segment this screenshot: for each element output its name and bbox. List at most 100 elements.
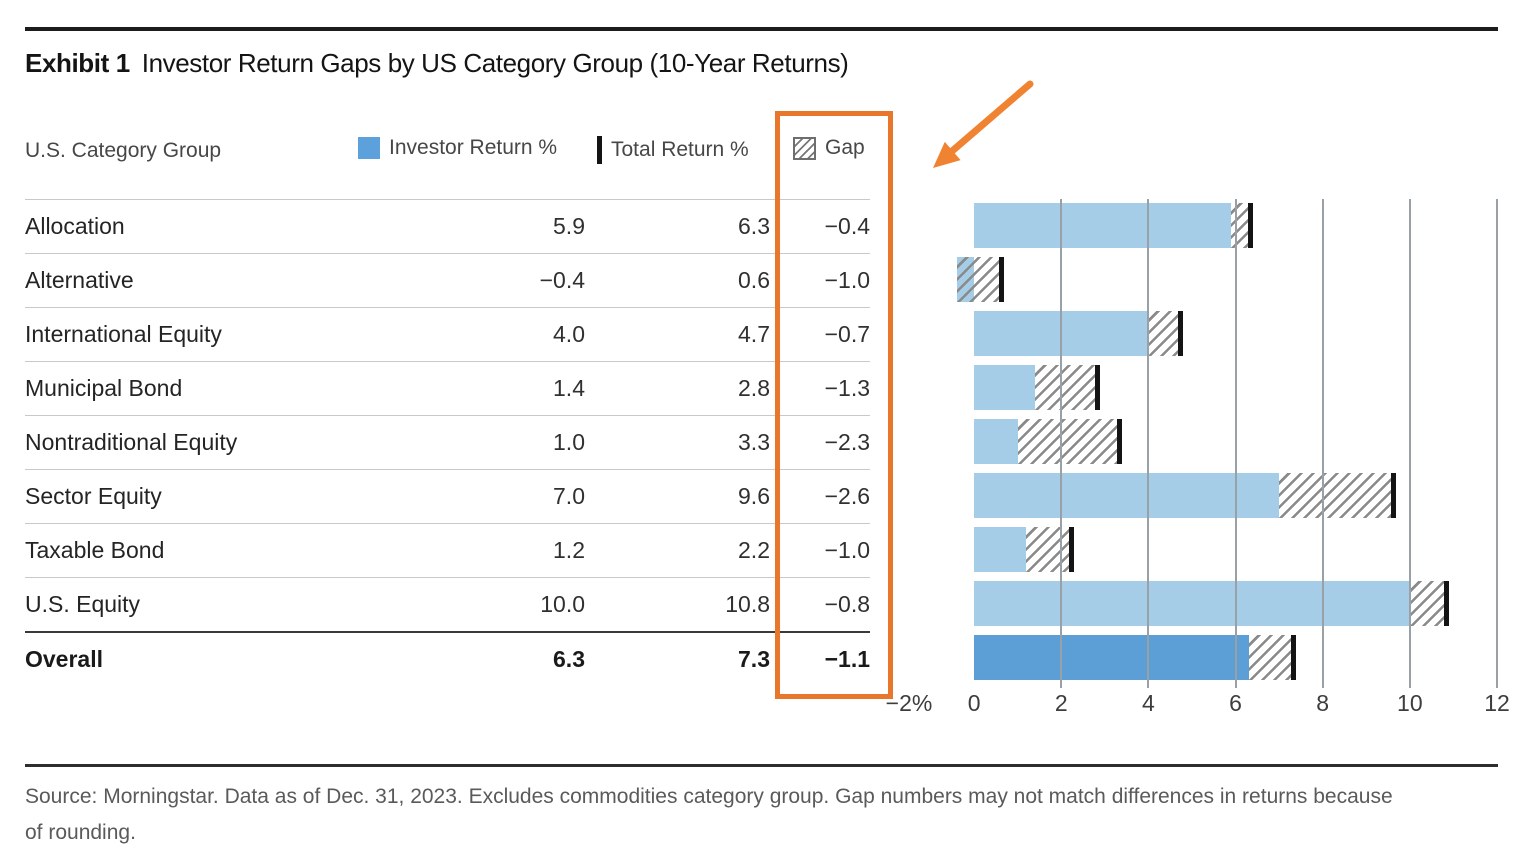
total-value: 2.2	[738, 537, 770, 563]
gap-value: −1.1	[824, 645, 870, 672]
gap-hatch-area	[1035, 365, 1097, 410]
bottom-rule	[25, 764, 1498, 767]
total-value: 6.3	[738, 213, 770, 239]
x-tick-label: 8	[1316, 690, 1330, 716]
total-return-tick	[1069, 527, 1074, 572]
row-label: Nontraditional Equity	[25, 429, 238, 455]
investor-value: 1.4	[553, 375, 585, 401]
investor-value: 5.9	[553, 213, 585, 239]
x-tick-label: 6	[1229, 690, 1242, 716]
x-tick-label: 0	[967, 690, 981, 716]
investor-return-swatch-icon	[358, 137, 380, 159]
exhibit-title-text: Investor Return Gaps by US Category Grou…	[141, 48, 849, 78]
row-label: Alternative	[25, 267, 134, 293]
source-note-line2: of rounding.	[25, 820, 136, 844]
total-value: 4.7	[738, 321, 770, 347]
x-tick-label: 12	[1484, 690, 1510, 716]
total-return-tick	[1116, 419, 1122, 464]
row-label: Taxable Bond	[25, 537, 165, 563]
x-axis-labels: −2% 0 2 4 6 8 10 12	[885, 690, 1510, 722]
table-row: Sector Equity 7.0 9.6 −2.6	[25, 469, 870, 523]
gap-hatch-area	[1017, 419, 1118, 464]
gap-hatch-area	[956, 257, 1001, 302]
gap-value: −0.4	[824, 213, 870, 239]
investor-value: 7.0	[553, 483, 585, 509]
category-group-header: U.S. Category Group	[25, 139, 222, 162]
total-value: 7.3	[738, 645, 770, 672]
header-row: U.S. Category Group Investor Return % To…	[25, 128, 870, 174]
legend-gap: Gap	[793, 136, 865, 160]
source-note-line1: Source: Morningstar. Data as of Dec. 31,…	[25, 785, 1393, 808]
total-return-tick	[1443, 581, 1449, 626]
table-row: Taxable Bond 1.2 2.2 −1.0	[25, 523, 870, 577]
legend-investor-return: Investor Return %	[358, 136, 557, 160]
row-label: International Equity	[25, 321, 222, 347]
x-tick-label: 2	[1054, 690, 1068, 716]
total-value: 3.3	[738, 429, 770, 455]
source-note: Source: Morningstar. Data as of Dec. 31,…	[25, 779, 1515, 850]
gap-column-highlight-box	[775, 111, 893, 699]
table-row: Municipal Bond 1.4 2.8 −1.3	[25, 361, 870, 415]
investor-return-bar	[974, 581, 1410, 626]
total-value: 0.6	[738, 267, 770, 293]
gridline	[1321, 199, 1324, 688]
investor-return-bar	[974, 527, 1027, 572]
returns-table: Allocation 5.9 6.3 −0.4 Alternative −0.4 0.6 −1…	[25, 199, 870, 685]
gap-hatch-area	[1248, 635, 1293, 680]
total-value: 2.8	[738, 375, 770, 401]
investor-value: 4.0	[553, 321, 585, 347]
gap-value: −2.3	[824, 429, 870, 455]
table-row: U.S. Equity 10.0 10.8 −0.8	[25, 577, 870, 631]
x-tick-label: −2%	[885, 690, 933, 716]
total-value: 9.6	[738, 483, 770, 509]
x-tick-label: 10	[1397, 690, 1423, 716]
investor-value: 10.0	[540, 591, 585, 617]
total-return-tick-icon	[597, 136, 602, 164]
table-row: Nontraditional Equity 1.0 3.3 −2.3	[25, 415, 870, 469]
row-label: Municipal Bond	[25, 375, 183, 401]
gap-value: −2.6	[824, 483, 870, 509]
total-value: 10.8	[725, 591, 770, 617]
legend-total-label: Total Return %	[611, 138, 749, 161]
gap-value: −1.3	[824, 375, 870, 401]
gridline	[1496, 199, 1498, 688]
investor-return-bar	[974, 203, 1232, 248]
table-row: International Equity 4.0 4.7 −0.7	[25, 307, 870, 361]
legend-investor-label: Investor Return %	[389, 136, 558, 159]
gap-hatch-icon	[793, 136, 816, 160]
bar-chart	[887, 199, 1498, 688]
gap-value: −0.7	[824, 321, 870, 347]
total-return-tick	[999, 257, 1005, 302]
row-label: U.S. Equity	[25, 591, 141, 617]
table-row: Alternative −0.4 0.6 −1.0	[25, 253, 870, 307]
total-return-tick	[1291, 635, 1297, 680]
investor-return-bar	[974, 635, 1249, 680]
gap-hatch-area	[1409, 581, 1445, 626]
investor-value: 1.2	[553, 537, 585, 563]
investor-value: 1.0	[553, 429, 585, 455]
top-rule	[25, 27, 1498, 31]
gap-value: −0.8	[824, 591, 870, 617]
investor-value: 6.3	[553, 645, 585, 672]
total-return-tick	[1391, 473, 1397, 518]
gap-hatch-area	[1279, 473, 1393, 518]
x-tick-label: 4	[1142, 690, 1155, 716]
arrow-icon	[933, 80, 1034, 168]
gridline	[1060, 199, 1063, 688]
total-return-tick	[1247, 203, 1253, 248]
gap-hatch-area	[1148, 311, 1179, 356]
total-return-tick	[1177, 311, 1183, 356]
exhibit-label: Exhibit 1	[25, 48, 130, 78]
returns-table-body: Allocation 5.9 6.3 −0.4 Alternative −0.4 0.6 −1…	[25, 199, 870, 631]
gridline	[1408, 199, 1411, 688]
row-label: Allocation	[25, 213, 125, 239]
investor-return-bar	[974, 365, 1036, 410]
overall-row: Overall 6.3 7.3 −1.1	[25, 631, 870, 685]
total-return-tick	[1095, 365, 1101, 410]
legend-total-return: Total Return %	[597, 136, 749, 164]
table-row: Allocation 5.9 6.3 −0.4	[25, 199, 870, 253]
row-label: Sector Equity	[25, 483, 162, 509]
legend-gap-label: Gap	[825, 136, 865, 159]
investor-value: −0.4	[539, 267, 585, 293]
gap-value: −1.0	[824, 267, 870, 293]
